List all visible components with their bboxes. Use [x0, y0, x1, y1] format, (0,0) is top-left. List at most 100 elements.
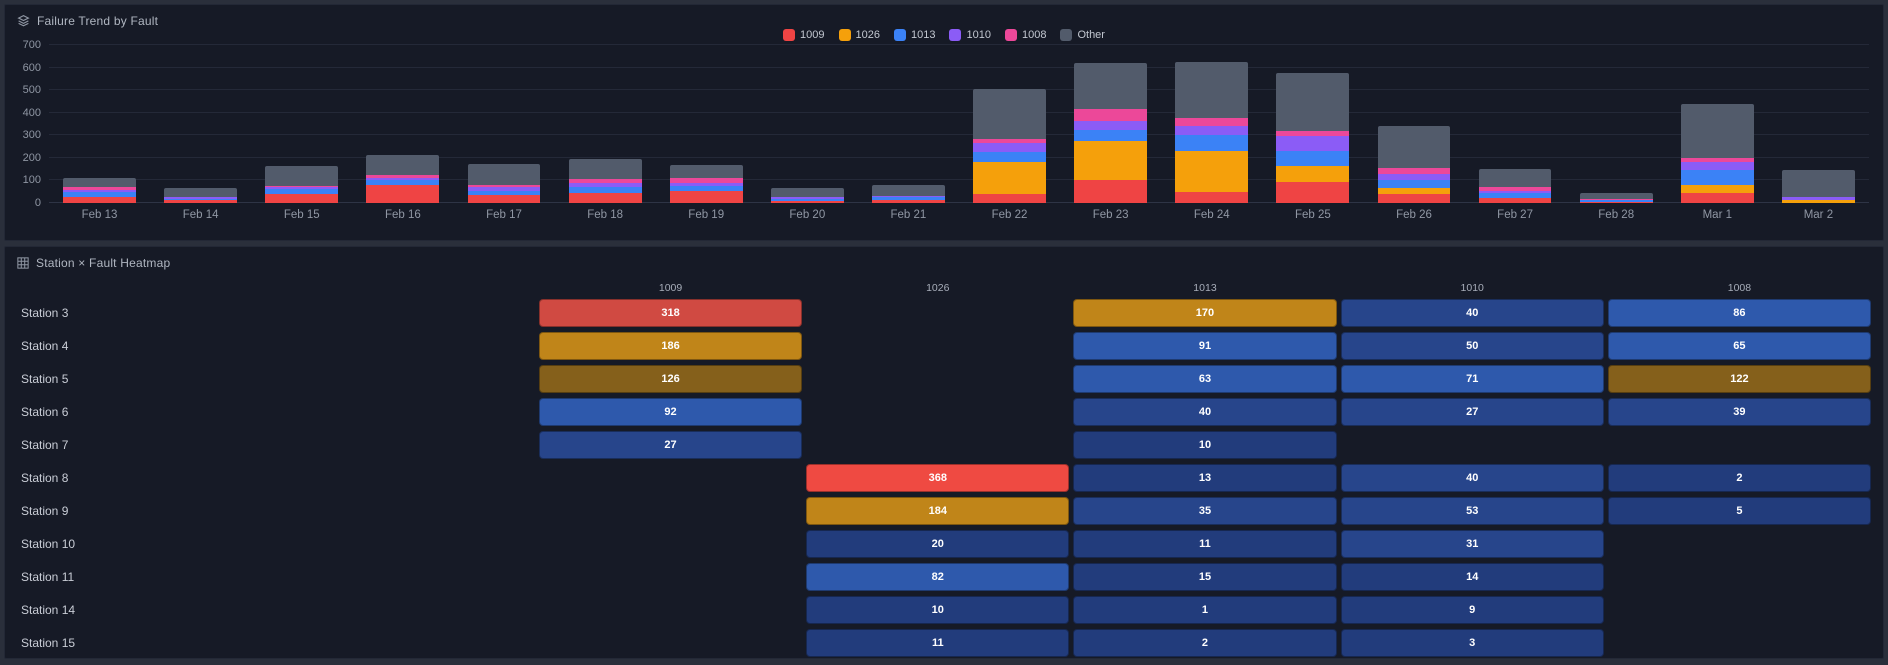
- bar-segment-1009: [1175, 191, 1249, 203]
- y-tick-label: 100: [22, 174, 41, 187]
- bar-segment-1013: [770, 198, 844, 202]
- heatmap-cell-slot: 91: [1073, 332, 1337, 360]
- trend-panel-title: Failure Trend by Fault: [37, 13, 159, 28]
- heatmap-cell-slot: [539, 530, 802, 558]
- bar-segment-Other: [1175, 61, 1249, 119]
- heatmap-cell-slot: 5: [1607, 497, 1872, 525]
- heatmap-cell-slot: 3: [1340, 629, 1604, 657]
- bar-segment-1009: [1579, 201, 1653, 203]
- station-label: Station 15: [21, 636, 76, 650]
- stacked-bar: [1680, 45, 1754, 203]
- bar-segment-Other: [770, 188, 844, 198]
- heatmap-cell-1010: 3: [1340, 629, 1604, 657]
- legend-swatch-1026: [838, 29, 851, 41]
- heatmap-cell-slot: 40: [1073, 398, 1337, 426]
- heatmap-cell-slot: 40: [1340, 464, 1604, 492]
- heatmap-cell-1008: 122: [1607, 365, 1872, 393]
- x-tick-label: Feb 21: [890, 209, 927, 221]
- bar-segment-1009: [1276, 181, 1350, 203]
- legend-label: 1026: [855, 29, 880, 41]
- heatmap-cell-slot: [806, 365, 1069, 393]
- gridline: [49, 89, 1869, 91]
- bar-segment-1010: [1478, 191, 1552, 194]
- bar-segment-1009: [265, 193, 339, 203]
- bar-feb-19: [656, 45, 757, 203]
- heatmap-cell-1010: 9: [1340, 596, 1604, 624]
- heatmap-cell-slot: 2: [1073, 629, 1337, 657]
- legend-item-1026[interactable]: 1026: [838, 29, 880, 41]
- heatmap-cell-slot: 63: [1073, 365, 1337, 393]
- legend-item-1009[interactable]: 1009: [783, 29, 825, 41]
- heatmap-cell-slot: 126: [538, 365, 803, 393]
- heatmap-cell-slot: 92: [538, 398, 803, 426]
- heatmap-cell-slot: 13: [1073, 464, 1337, 492]
- heatmap-cell-slot: [1608, 563, 1871, 591]
- stacked-bar: [164, 45, 238, 203]
- bar-segment-Other: [568, 158, 642, 180]
- bar-segment-1013: [973, 152, 1046, 163]
- heatmap-cell-slot: 50: [1340, 332, 1604, 360]
- stacked-bar: [1377, 45, 1451, 203]
- bar-segment-1008: [973, 138, 1046, 144]
- x-tick-label: Feb 25: [1294, 209, 1331, 221]
- heatmap-cell-1026: 184: [806, 497, 1070, 525]
- failure-trend-panel: Failure Trend by Fault 1009 1026 1013 1010 1…: [4, 4, 1884, 241]
- gridline: [49, 156, 1869, 158]
- x-tick-label: Feb 22: [991, 209, 1028, 221]
- station-label: Station 9: [21, 504, 69, 518]
- heatmap-cell-1026: 82: [806, 563, 1070, 591]
- heatmap-row-station-5: Station 5 126 63 71 122: [5, 365, 1872, 393]
- heatmap-cell-slot: 14: [1340, 563, 1604, 591]
- bar-feb-23: [1060, 45, 1161, 203]
- heatmap-cell-slot: [1608, 530, 1871, 558]
- stacked-bar: [770, 45, 844, 203]
- legend-swatch-1008: [1004, 29, 1017, 41]
- heatmap-cell-1010: 40: [1340, 299, 1604, 327]
- bar-segment-1010: [1175, 126, 1249, 136]
- heatmap-cell-slot: 11: [1073, 530, 1337, 558]
- heatmap-row-station-15: Station 15 11 2 3: [5, 629, 1871, 657]
- bar-segment-Other: [1276, 73, 1350, 131]
- trend-plot-area: 0 100 200 300 400 500 600 700 Feb 13 Feb 14 Feb 1…: [5, 39, 1883, 240]
- heatmap-cell-slot: 27: [1340, 398, 1604, 426]
- x-tick-label: Feb 17: [486, 209, 522, 221]
- legend-swatch-1010: [949, 29, 962, 41]
- layers-icon: [17, 14, 30, 27]
- legend-item-1010[interactable]: 1010: [949, 29, 991, 41]
- y-tick-label: 0: [34, 197, 41, 209]
- heatmap-cell-slot: [539, 497, 802, 525]
- heatmap-row-label-col: Station 10: [5, 530, 535, 558]
- heatmap-cell-slot: [806, 299, 1069, 327]
- bar-segment-1009: [872, 199, 945, 203]
- bar-feb-27: [1465, 45, 1566, 203]
- grid-icon: [17, 256, 29, 269]
- heatmap-cell-1010: 50: [1340, 332, 1604, 360]
- station-label: Station 3: [21, 306, 69, 320]
- station-label: Station 14: [21, 603, 76, 617]
- bar-segment-1013: [1478, 193, 1552, 199]
- y-tick-label: 600: [22, 61, 41, 74]
- heatmap-cell-1008: 39: [1607, 398, 1872, 426]
- legend-item-1013[interactable]: 1013: [894, 29, 935, 41]
- bar-segment-1010: [1680, 162, 1754, 171]
- heatmap-cell-slot: 170: [1073, 299, 1337, 327]
- heatmap-row-label-col: Station 8: [5, 464, 535, 492]
- x-tick-label: Feb 24: [1193, 209, 1230, 221]
- heatmap-row-station-7: Station 7 27 10: [5, 431, 1871, 459]
- legend-item-1008[interactable]: 1008: [1004, 29, 1046, 41]
- x-tick-label: Feb 18: [587, 209, 623, 221]
- heatmap-row-station-10: Station 10 20 11 31: [5, 530, 1871, 558]
- heatmap-row-label-col: Station 5: [5, 365, 535, 393]
- heatmap-panel: Station × Fault Heatmap 1009 1026 1013 1010…: [4, 246, 1884, 659]
- x-tick-label: Feb 20: [789, 209, 826, 221]
- gridline: [49, 134, 1869, 136]
- bar-segment-1010: [669, 182, 743, 187]
- bar-segment-1013: [1680, 170, 1754, 185]
- bar-feb-17: [453, 45, 554, 203]
- y-axis: 0 100 200 300 400 500 600 700: [5, 39, 49, 209]
- bar-segment-1010: [265, 187, 339, 190]
- legend-item-Other[interactable]: Other: [1060, 29, 1105, 41]
- bar-segment-1026: [1175, 151, 1249, 192]
- bar-feb-13: [49, 45, 150, 203]
- heatmap-cell-1013: 2: [1073, 629, 1337, 657]
